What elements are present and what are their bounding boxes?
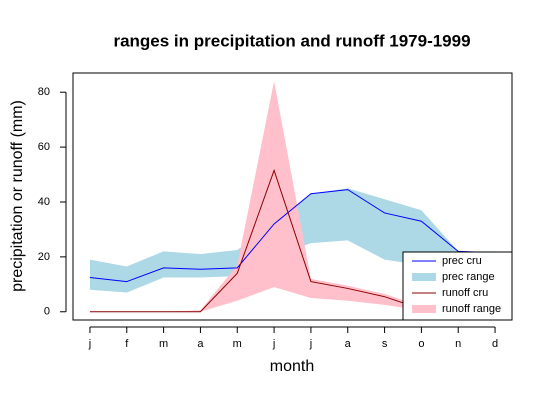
x-tick-label: j — [88, 338, 91, 350]
y-tick-label: 0 — [44, 306, 50, 318]
x-tick-label: f — [125, 338, 129, 350]
x-tick-label: m — [233, 338, 242, 350]
x-tick-label: a — [345, 338, 352, 350]
y-tick-label: 80 — [38, 86, 50, 98]
y-tick-label: 60 — [38, 141, 50, 153]
y-tick-label: 20 — [38, 251, 50, 263]
legend-label: runoff range — [442, 303, 501, 315]
legend-label: prec range — [442, 271, 495, 283]
legend-label: runoff cru — [442, 287, 488, 299]
x-tick-label: a — [197, 338, 204, 350]
x-tick-label: s — [382, 338, 388, 350]
y-axis-label: precipitation or runoff (mm) — [9, 100, 26, 292]
x-tick-label: n — [455, 338, 461, 350]
y-tick-label: 40 — [38, 196, 50, 208]
x-tick-label: j — [309, 338, 312, 350]
x-tick-label: j — [272, 338, 275, 350]
plot-frame — [72, 72, 513, 321]
x-tick-label: o — [418, 338, 424, 350]
chart-title: ranges in precipitation and runoff 1979-… — [113, 31, 470, 50]
x-tick-label: d — [492, 338, 498, 350]
series-line — [89, 189, 496, 283]
x-axis-label: month — [270, 358, 314, 375]
range-band — [89, 81, 496, 312]
legend-label: prec cru — [442, 255, 482, 267]
x-tick-label: m — [159, 338, 168, 350]
